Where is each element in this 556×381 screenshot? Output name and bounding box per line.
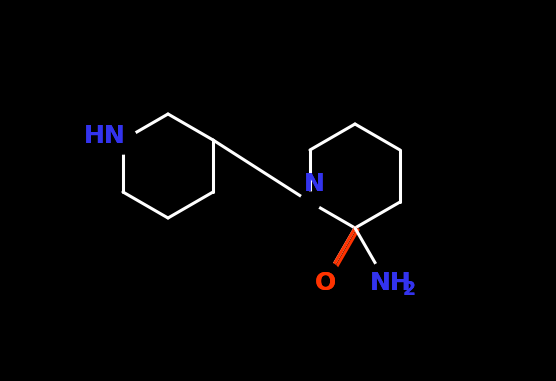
Circle shape	[300, 192, 320, 212]
Circle shape	[109, 126, 137, 154]
Text: N: N	[304, 172, 324, 196]
Text: HN: HN	[84, 124, 126, 148]
Text: NH: NH	[370, 271, 412, 295]
Text: N: N	[304, 172, 324, 196]
Circle shape	[319, 263, 339, 283]
Circle shape	[371, 263, 391, 283]
Text: NH: NH	[370, 271, 412, 295]
Text: O: O	[314, 271, 336, 295]
Text: 2: 2	[403, 280, 415, 299]
Text: HN: HN	[84, 124, 126, 148]
Text: 2: 2	[403, 280, 415, 299]
Text: O: O	[314, 271, 336, 295]
